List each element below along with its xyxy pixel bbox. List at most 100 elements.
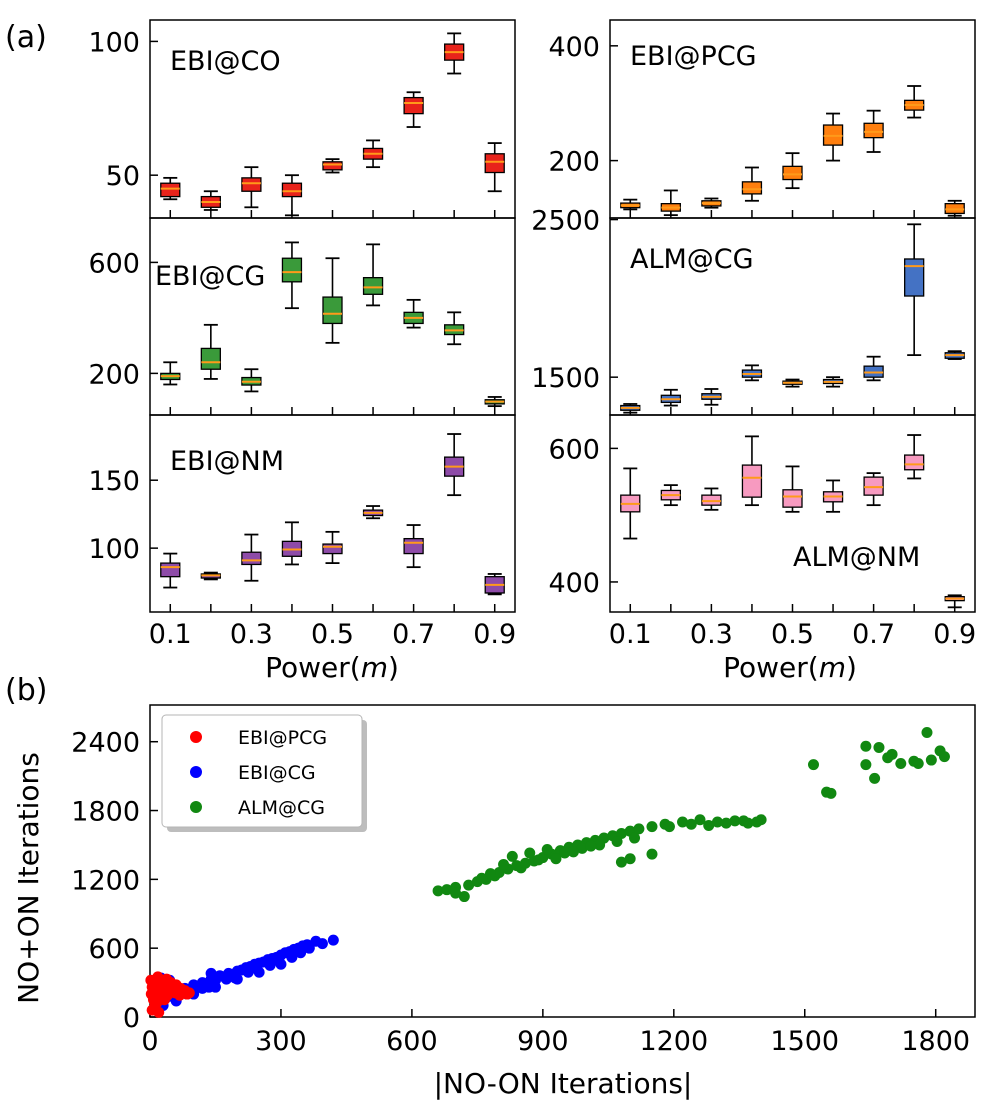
y-tick-label-ebi-nm: 150 <box>88 466 140 497</box>
scatter-point-ebi-cg <box>205 967 217 979</box>
scatter-point-alm-cg <box>615 856 627 868</box>
scatter-x-tick-label: 1500 <box>770 1026 839 1057</box>
panel-ebi-cg: EBI@CG 200 600 <box>88 217 516 416</box>
y-tick-label-ebi-cg: 600 <box>88 248 140 279</box>
box-ebi-pcg <box>782 165 803 181</box>
scatter-y-tick-label: 0 <box>123 1003 140 1034</box>
y-tick-label-ebi-nm: 100 <box>88 534 140 565</box>
scatter-x-tick-label: 900 <box>517 1026 569 1057</box>
scatter-point-alm-cg <box>711 816 723 828</box>
box-ebi-nm <box>403 537 424 555</box>
panel-b-label: (b) <box>5 673 47 708</box>
x-tick-label-ebi-nm: 0.9 <box>473 619 516 650</box>
x-tick-label-alm-nm: 0.5 <box>771 619 814 650</box>
legend-label: EBI@PCG <box>238 727 327 749</box>
scatter-point-alm-cg <box>703 819 715 831</box>
legend-marker <box>190 731 202 743</box>
scatter-point-ebi-cg <box>229 972 241 984</box>
box-alm-nm <box>701 494 722 506</box>
scatter-point-alm-cg <box>532 854 544 866</box>
x-tick-label-alm-nm: 0.9 <box>933 619 976 650</box>
scatter-point-alm-cg <box>807 759 819 771</box>
scatter-point-ebi-pcg <box>151 988 163 1000</box>
scatter-point-alm-cg <box>729 815 741 827</box>
scatter-point-alm-cg <box>624 853 636 865</box>
box-ebi-cg <box>362 277 384 295</box>
scatter-y-axis-label: NO+ON Iterations <box>12 752 45 1004</box>
scatter-point-alm-cg <box>493 866 505 878</box>
y-tick-label-ebi-co: 50 <box>106 161 140 192</box>
box-ebi-pcg <box>741 181 763 195</box>
scatter-point-alm-cg <box>594 839 606 851</box>
y-tick-label-alm-cg: 1500 <box>531 363 600 394</box>
box-ebi-co <box>241 177 262 192</box>
scatter-point-alm-cg <box>663 821 675 833</box>
box-alm-nm <box>782 489 803 508</box>
panel-title-alm-nm: ALM@NM <box>793 542 920 573</box>
panel-a-label: (a) <box>5 20 47 55</box>
box-ebi-pcg <box>863 122 884 139</box>
scatter-point-alm-cg <box>498 858 510 870</box>
box-ebi-co <box>322 161 343 171</box>
scatter-point-alm-cg <box>550 853 562 865</box>
scatter-point-alm-cg <box>751 816 763 828</box>
panel-ebi-pcg: EBI@PCG 200 400 <box>548 19 976 219</box>
scatter-point-alm-cg <box>882 752 894 764</box>
scatter-point-alm-cg <box>646 821 658 833</box>
scatter-x-tick-label: 0 <box>141 1026 158 1057</box>
scatter-point-ebi-cg <box>242 966 254 978</box>
y-tick-label-ebi-co: 100 <box>88 27 140 58</box>
panel-title-ebi-pcg: EBI@PCG <box>630 41 757 72</box>
scatter-point-alm-cg <box>450 887 462 899</box>
y-tick-label-ebi-pcg: 200 <box>548 147 600 178</box>
legend-marker <box>190 801 202 813</box>
scatter-point-alm-cg <box>873 741 885 753</box>
scatter-point-ebi-pcg <box>149 979 161 991</box>
x-tick-label-alm-nm: 0.3 <box>690 619 733 650</box>
box-ebi-nm <box>322 543 343 555</box>
scatter-point-alm-cg <box>633 823 645 835</box>
scatter-x-tick-label: 1200 <box>639 1026 708 1057</box>
scatter-point-alm-cg <box>720 817 732 829</box>
panel-alm-cg: ALM@CG 1500 2500 <box>531 206 976 416</box>
scatter-point-alm-cg <box>519 857 531 869</box>
x-tick-label-ebi-nm: 0.1 <box>149 619 192 650</box>
x-tick-label-ebi-nm: 0.3 <box>230 619 273 650</box>
scatter-point-alm-cg <box>825 787 837 799</box>
scatter-point-alm-cg <box>458 891 470 903</box>
scatter-point-ebi-cg <box>203 981 215 993</box>
box-ebi-co <box>403 96 424 115</box>
scatter-point-alm-cg <box>524 847 536 859</box>
plot-frame-ebi-nm <box>149 414 516 613</box>
scatter-point-alm-cg <box>541 844 553 856</box>
x-axis-label-right: Power(m) <box>723 651 857 684</box>
box-ebi-cg <box>322 296 343 325</box>
scatter-point-alm-cg <box>585 840 597 852</box>
box-ebi-co <box>484 153 505 174</box>
scatter-point-ebi-cg <box>327 934 339 946</box>
y-tick-label-alm-nm: 600 <box>548 434 600 465</box>
legend: EBI@PCG EBI@CG ALM@CG <box>161 714 367 832</box>
x-tick-label-ebi-nm: 0.7 <box>392 619 435 650</box>
y-tick-label-ebi-pcg: 400 <box>548 32 600 63</box>
panel-title-ebi-nm: EBI@NM <box>170 446 284 477</box>
scatter-x-tick-label: 300 <box>255 1026 307 1057</box>
panel-ebi-co: EBI@CO 50 100 <box>88 19 516 219</box>
y-tick-label-ebi-cg: 200 <box>88 359 140 390</box>
box-ebi-cg <box>281 257 303 283</box>
scatter-point-alm-cg <box>738 815 750 827</box>
scatter-point-ebi-cg <box>251 963 263 975</box>
scatter-point-alm-cg <box>506 850 518 862</box>
scatter-point-alm-cg <box>677 816 689 828</box>
box-ebi-co <box>160 182 181 198</box>
legend-label: ALM@CG <box>238 797 325 819</box>
x-tick-label-ebi-nm: 0.5 <box>311 619 354 650</box>
scatter-point-alm-cg <box>860 740 872 752</box>
scatter-x-tick-label: 1800 <box>901 1026 970 1057</box>
legend-label: EBI@CG <box>238 762 316 784</box>
x-axis-label-left: Power(m) <box>265 651 399 684</box>
scatter-plot-frame <box>149 704 976 1018</box>
panel-title-ebi-co: EBI@CO <box>170 46 281 77</box>
box-alm-nm <box>741 464 763 498</box>
scatter-point-alm-cg <box>611 836 623 847</box>
